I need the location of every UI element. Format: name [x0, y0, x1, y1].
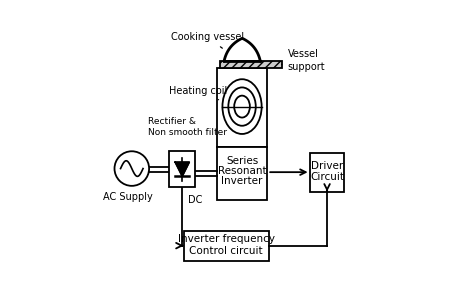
Text: Inverter: Inverter	[221, 176, 263, 186]
Text: Resonant: Resonant	[218, 166, 266, 176]
Text: Heating coil: Heating coil	[169, 86, 228, 100]
Text: Rectifier &
Non smooth filter: Rectifier & Non smooth filter	[148, 117, 227, 137]
Bar	[310, 153, 344, 191]
Text: Vessel
support: Vessel support	[282, 49, 325, 72]
Bar	[217, 68, 267, 147]
Bar	[184, 230, 269, 261]
Text: Inverter frequency: Inverter frequency	[178, 234, 275, 244]
Text: AC Supply: AC Supply	[102, 192, 152, 202]
Text: DC: DC	[188, 195, 202, 205]
Bar	[169, 151, 195, 187]
Text: Driver: Driver	[311, 161, 343, 171]
Bar	[217, 147, 267, 200]
Text: Cooking vessel: Cooking vessel	[171, 32, 244, 48]
Text: Control circuit: Control circuit	[190, 246, 263, 256]
Text: Circuit: Circuit	[310, 172, 344, 182]
Bar	[220, 61, 282, 68]
Polygon shape	[175, 162, 190, 176]
Text: Series: Series	[226, 157, 258, 166]
Circle shape	[115, 151, 149, 186]
